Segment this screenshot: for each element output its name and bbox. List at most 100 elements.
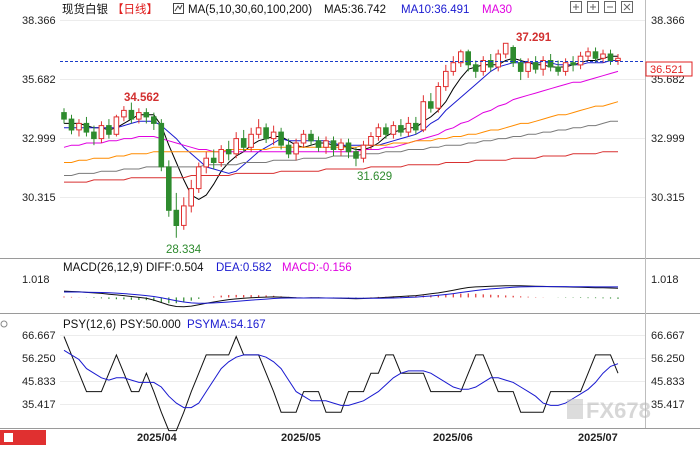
psy-tick-left-3: 45.833 — [22, 376, 56, 388]
price-tick-left-2: 35.682 — [22, 74, 56, 86]
candle-body — [502, 42, 509, 55]
candle-body — [278, 131, 284, 146]
candle-body — [143, 112, 150, 118]
candle-body — [435, 86, 442, 109]
candle-body — [368, 136, 374, 146]
ma-settings-icon[interactable] — [173, 3, 184, 14]
candle-body — [398, 125, 404, 133]
candle-body — [323, 140, 329, 148]
toolbar — [570, 1, 633, 13]
ma-params: MA(5,10,30,60,100,200) — [188, 4, 312, 16]
annotation-low-may: 31.629 — [357, 171, 392, 183]
candle-body — [91, 131, 97, 140]
candle-body — [210, 157, 217, 163]
watermark: FX678 — [567, 398, 651, 423]
candle-body — [166, 166, 172, 211]
price-tick-right-4: 30.315 — [651, 192, 685, 204]
candle-body — [592, 51, 599, 59]
candle-body — [540, 60, 546, 70]
candle-body — [532, 62, 539, 70]
candle-body — [413, 122, 419, 131]
candle-body — [98, 125, 105, 140]
candle-body — [428, 101, 434, 109]
candle-body — [458, 51, 464, 64]
instrument-title: 现货白银 — [62, 2, 108, 16]
annotation-high-april: 34.562 — [124, 92, 159, 104]
candle-body — [173, 209, 180, 227]
candle-body — [487, 60, 494, 68]
candle-body — [517, 62, 524, 72]
psy-tick-left-2: 56.250 — [22, 353, 56, 365]
price-legend: 现货白银 【日线】 MA(5,10,30,60,100,200) MA5:36.… — [62, 2, 512, 16]
x-tick-apr: 2025/04 — [137, 432, 178, 444]
candle-body — [390, 125, 397, 135]
price-tick-right-1: 38.366 — [651, 15, 685, 27]
x-tick-may: 2025/05 — [281, 432, 321, 444]
candle-body — [585, 51, 591, 57]
macd-tick-right: 1.018 — [651, 274, 679, 286]
candle-body — [562, 62, 569, 72]
candle-body — [285, 144, 292, 155]
psy-panel-handle-icon[interactable] — [0, 320, 8, 328]
candle-body — [405, 122, 412, 133]
candle-body — [293, 142, 299, 155]
candle-body — [480, 60, 486, 72]
psy-axis-right: 66.667 56.250 45.833 35.417 — [651, 330, 685, 411]
ma5-value: MA5:36.742 — [324, 4, 386, 16]
ma10-value: MA10:36.491 — [401, 4, 469, 16]
macd-layer — [63, 285, 619, 308]
candle-body — [61, 112, 67, 120]
x-tick-jul: 2025/07 — [578, 432, 618, 444]
psy-tick-left-4: 35.417 — [22, 399, 56, 411]
candle-body — [547, 60, 554, 68]
current-price-box — [645, 61, 693, 77]
candle-body — [383, 127, 389, 135]
candle-body — [495, 53, 501, 68]
period-label[interactable]: 【日线】 — [112, 2, 158, 16]
candle-body — [450, 62, 457, 72]
candle-body — [68, 118, 75, 131]
macd-diff-value: DIFF:0.504 — [146, 262, 204, 274]
candle-body — [472, 64, 479, 72]
macd-params: MACD(26,12,9) — [63, 262, 143, 274]
psy-line — [63, 335, 619, 432]
price-axis-left: 38.366 35.682 32.999 30.315 — [22, 15, 56, 204]
candle-body — [300, 133, 307, 144]
ma30-value: MA30 — [482, 4, 512, 16]
candle-body — [151, 116, 157, 124]
candle-body — [525, 62, 531, 72]
candle-body — [248, 133, 254, 148]
candle-body — [443, 70, 449, 88]
candle-body — [233, 138, 239, 155]
price-axis-right: 38.366 35.682 32.999 30.315 — [651, 15, 685, 204]
candle-body — [106, 125, 112, 135]
candle-body — [465, 51, 471, 66]
candle-body — [600, 53, 606, 59]
candle-body — [570, 62, 576, 66]
candle-body — [113, 116, 120, 135]
price-tick-right-3: 32.999 — [651, 133, 685, 145]
watermark-logo-mark — [567, 399, 583, 419]
psy-legend: PSY(12,6) PSY:50.000 PSYMA:54.167 — [63, 319, 266, 331]
candle-body — [555, 66, 561, 72]
price-tick-right-2: 35.682 — [651, 74, 685, 86]
psy-tick-right-3: 45.833 — [651, 376, 685, 388]
macd-legend: MACD(26,12,9) DIFF:0.504 DEA:0.582 MACD:… — [63, 262, 352, 274]
x-axis: 2025/04 2025/05 2025/06 2025/07 — [137, 432, 618, 444]
candle-body — [83, 122, 90, 133]
candle-body — [510, 47, 516, 64]
macd-histogram-value: MACD:-0.156 — [282, 262, 352, 274]
candle-body — [420, 101, 427, 131]
candle-body — [263, 127, 269, 140]
price-tick-left-1: 38.366 — [22, 15, 56, 27]
candle-body — [158, 122, 165, 168]
candle-body — [136, 112, 142, 120]
psy-tick-right-4: 35.417 — [651, 399, 685, 411]
psy-value: PSY:50.000 — [120, 319, 181, 331]
candle-body — [225, 149, 232, 155]
current-price-value: 36.521 — [650, 64, 684, 76]
psyma-line — [63, 349, 619, 409]
candle-body — [345, 142, 352, 153]
candle-body — [240, 138, 247, 148]
